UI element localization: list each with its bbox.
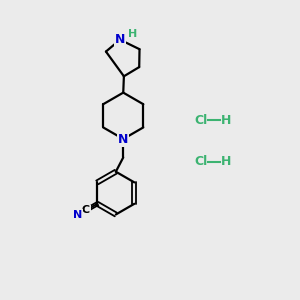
Text: N: N xyxy=(118,133,128,146)
Text: C: C xyxy=(82,206,90,215)
Text: N: N xyxy=(115,33,125,46)
Text: H: H xyxy=(128,29,137,39)
Text: Cl: Cl xyxy=(195,114,208,127)
Text: N: N xyxy=(74,210,82,220)
Text: H: H xyxy=(221,114,232,127)
Text: Cl: Cl xyxy=(195,155,208,168)
Text: H: H xyxy=(221,155,232,168)
